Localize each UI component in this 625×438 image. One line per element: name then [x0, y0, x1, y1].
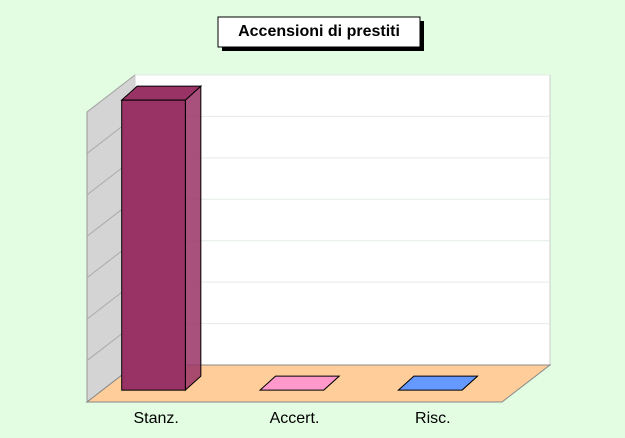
bar [121, 99, 186, 391]
bar-top [258, 375, 341, 391]
x-tick-label: Accert. [270, 410, 320, 427]
x-tick-label: Stanz. [133, 410, 178, 427]
bar-top [397, 375, 479, 391]
chart-title: Accensioni di prestiti [238, 23, 400, 40]
side-grid-line [86, 74, 136, 113]
title-box [217, 16, 421, 48]
bar-side [184, 84, 202, 392]
x-tick-label: Risc. [415, 410, 451, 427]
